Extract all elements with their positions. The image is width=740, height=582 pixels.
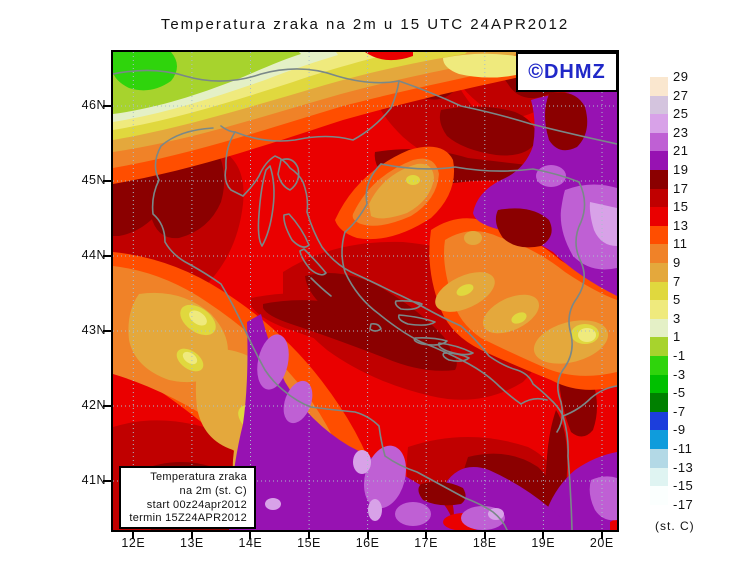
lon-tick bbox=[542, 532, 545, 539]
colorbar-tick-9: 9 bbox=[673, 255, 681, 270]
lat-tick bbox=[103, 480, 111, 482]
lon-tick bbox=[366, 532, 369, 539]
colorbar-tick-17: 17 bbox=[673, 180, 689, 196]
lat-label-44N: 44N bbox=[81, 248, 106, 262]
colorbar-swatch bbox=[650, 318, 668, 338]
lat-label-42N: 42N bbox=[81, 398, 106, 412]
colorbar-swatch bbox=[650, 467, 668, 487]
lat-label-46N: 46N bbox=[81, 98, 106, 112]
colorbar-swatch bbox=[650, 151, 668, 170]
colorbar-tick-25: 25 bbox=[673, 106, 689, 122]
temp-fill-contours bbox=[113, 52, 617, 530]
colorbar-unit-label: (st. C) bbox=[655, 519, 695, 533]
colorbar-swatch bbox=[650, 356, 668, 375]
lat-tick bbox=[103, 255, 111, 257]
colorbar-swatch bbox=[650, 95, 668, 115]
colorbar-tick-13: 13 bbox=[673, 217, 689, 233]
colorbar-swatch bbox=[650, 300, 668, 319]
lon-label-20E: 20E bbox=[589, 536, 614, 550]
lon-label-12E: 12E bbox=[121, 536, 146, 550]
lat-tick bbox=[103, 105, 111, 107]
colorbar-tick-5: 5 bbox=[673, 292, 681, 308]
colorbar-tick-29: 29 bbox=[673, 69, 689, 84]
colorbar-tick-15: 15 bbox=[673, 199, 689, 215]
colorbar-tick--5: -5 bbox=[673, 385, 686, 401]
lon-tick bbox=[190, 532, 193, 539]
map-frame bbox=[111, 50, 619, 532]
lon-tick bbox=[600, 532, 603, 539]
run-info-line-2: na 2m (st. C) bbox=[179, 484, 247, 497]
colorbar-swatch bbox=[650, 188, 668, 208]
colorbar-tick-3: 3 bbox=[673, 310, 681, 326]
page-title: Temperatura zraka na 2m u 15 UTC 24APR20… bbox=[160, 16, 570, 33]
dhmz-watermark: ©DHMZ bbox=[516, 52, 618, 92]
coastlines bbox=[151, 125, 573, 530]
dhmz-watermark-label: ©DHMZ bbox=[528, 60, 606, 83]
colorbar-swatch bbox=[650, 132, 668, 152]
colorbar-tick--1: -1 bbox=[673, 348, 686, 363]
lon-tick bbox=[425, 532, 428, 539]
lon-label-16E: 16E bbox=[355, 536, 380, 550]
lon-tick bbox=[483, 532, 486, 539]
lon-label-18E: 18E bbox=[472, 536, 497, 550]
colorbar-tick-19: 19 bbox=[673, 162, 689, 177]
lat-tick bbox=[103, 330, 111, 332]
lat-tick bbox=[103, 180, 111, 182]
colorbar-tick--9: -9 bbox=[673, 422, 686, 438]
colorbar-swatch bbox=[650, 207, 668, 226]
lon-label-14E: 14E bbox=[238, 536, 263, 550]
colorbar-swatch bbox=[650, 374, 668, 394]
colorbar-swatch bbox=[650, 430, 668, 449]
temperature-map bbox=[113, 52, 617, 530]
graticule-gridlines bbox=[113, 52, 617, 530]
colorbar-swatch bbox=[650, 337, 668, 356]
colorbar-swatch bbox=[650, 114, 668, 133]
colorbar-swatch bbox=[650, 449, 668, 468]
run-info-line-4: termin 15Z24APR2012 bbox=[129, 512, 247, 525]
lon-label-17E: 17E bbox=[414, 536, 438, 550]
run-info-line-1: Temperatura zraka bbox=[150, 471, 247, 483]
lon-label-13E: 13E bbox=[180, 536, 204, 550]
colorbar-tick--3: -3 bbox=[673, 366, 686, 382]
lon-tick bbox=[132, 532, 135, 539]
lon-label-19E: 19E bbox=[531, 536, 556, 550]
lon-tick bbox=[249, 532, 252, 539]
colorbar-swatch bbox=[650, 486, 668, 505]
lat-label-45N: 45N bbox=[81, 173, 106, 187]
colorbar-tick--17: -17 bbox=[673, 496, 694, 512]
colorbar-tick-7: 7 bbox=[673, 273, 681, 289]
colorbar-swatch bbox=[650, 77, 668, 96]
run-info-line-3: start 00z24apr2012 bbox=[146, 498, 247, 511]
colorbar-tick--15: -15 bbox=[673, 478, 694, 494]
colorbar-tick-1: 1 bbox=[673, 329, 681, 345]
colorbar-tick-21: 21 bbox=[673, 143, 689, 159]
country-borders bbox=[113, 68, 617, 433]
colorbar-swatch bbox=[650, 244, 668, 263]
lat-label-43N: 43N bbox=[81, 323, 106, 337]
run-info-box: Temperatura zraka na 2m (st. C) start 00z2… bbox=[119, 466, 256, 529]
lon-tick bbox=[308, 532, 310, 539]
lat-label-41N: 41N bbox=[81, 473, 106, 487]
lon-label-15E: 15E bbox=[297, 536, 321, 550]
colorbar-swatch bbox=[650, 393, 668, 412]
colorbar-tick-11: 11 bbox=[673, 236, 688, 252]
colorbar-tick--11: -11 bbox=[673, 441, 693, 456]
colorbar-swatch bbox=[650, 170, 668, 189]
colorbar-swatch bbox=[650, 411, 668, 431]
colorbar-swatch bbox=[650, 281, 668, 301]
lat-tick bbox=[103, 405, 111, 407]
colorbar-swatch bbox=[650, 225, 668, 245]
colorbar-tick-23: 23 bbox=[673, 124, 689, 140]
colorbar-tick--13: -13 bbox=[673, 459, 694, 475]
colorbar-tick--7: -7 bbox=[673, 403, 686, 419]
colorbar-tick-27: 27 bbox=[673, 87, 689, 103]
colorbar-swatch bbox=[650, 263, 668, 282]
